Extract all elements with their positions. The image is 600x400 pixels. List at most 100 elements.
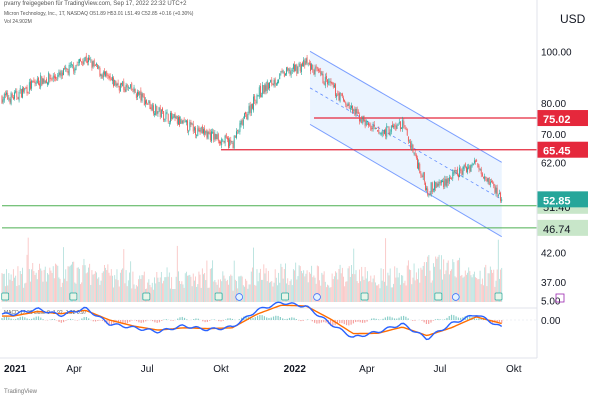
candle-body (204, 128, 206, 135)
price-tick-label: 100.00 (541, 47, 572, 58)
volume-bar (396, 267, 398, 302)
volume-bar (172, 289, 174, 302)
macd-histogram-bar (131, 320, 133, 321)
regression-channel (309, 50, 502, 238)
macd-histogram-bar (307, 319, 309, 320)
macd-histogram-bar (311, 320, 313, 322)
candle-body (179, 116, 181, 126)
candle-body (314, 67, 316, 75)
macd-histogram-bar (284, 319, 286, 320)
macd-histogram-bar (204, 320, 206, 323)
volume-bar (292, 269, 294, 302)
volume-bar (231, 275, 233, 302)
macd-histogram-bar (288, 317, 291, 320)
candle-body (78, 58, 80, 64)
volume-bar (174, 288, 176, 302)
volume-bar (200, 287, 202, 302)
macd-histogram-bar (15, 319, 17, 320)
volume-bar (234, 279, 236, 302)
candle-body (455, 170, 457, 171)
volume-bar (195, 276, 196, 302)
volume-bar (462, 277, 464, 302)
candle-body (123, 81, 125, 90)
candle-body (281, 70, 283, 72)
level-tag-bg-1 (537, 141, 588, 158)
candle-body (90, 59, 92, 61)
macd-histogram-bar (432, 320, 434, 321)
candle-body (491, 181, 492, 183)
macd-histogram-bar (423, 320, 425, 323)
macd-histogram-bar (94, 320, 97, 322)
volume-bar (451, 269, 453, 302)
volume-bar (229, 276, 231, 302)
macd-histogram-bar (300, 320, 302, 322)
macd-histogram-bar (65, 320, 67, 321)
candle-body (483, 176, 484, 178)
last-price-tag-label: 52.85 (543, 195, 571, 207)
candle-body (269, 82, 270, 89)
candle-body (473, 160, 475, 164)
candle-body (452, 172, 454, 179)
volume-bar (37, 269, 39, 302)
volume-bar (129, 272, 130, 302)
candle-body (397, 124, 399, 126)
candle-body (3, 93, 5, 101)
candle-body (270, 80, 272, 83)
candle-body (373, 124, 375, 127)
volume-bar (150, 287, 152, 302)
volume-bar (12, 269, 14, 302)
macd-histogram-bar (348, 320, 350, 326)
candle-body (146, 99, 147, 104)
volume-bar (351, 265, 352, 302)
candle-body (478, 165, 480, 169)
candle-body (413, 152, 415, 154)
macd-histogram-bar (293, 317, 295, 320)
macd-histogram-bar (142, 320, 145, 323)
candle-body (298, 63, 300, 66)
volume-bar (323, 271, 325, 302)
candle-body (192, 123, 194, 132)
volume-bar (469, 271, 471, 302)
volume-bar (265, 268, 267, 302)
volume-bar (415, 272, 417, 302)
level-tag-bg-0 (537, 110, 588, 127)
macd-histogram-bar (140, 320, 142, 323)
candle-body (178, 117, 179, 125)
candle-body (425, 183, 426, 191)
volume-bar (108, 272, 110, 302)
candle-body (238, 131, 240, 133)
volume-bar (277, 285, 278, 302)
volume-bar (382, 269, 384, 302)
volume-bar (100, 280, 102, 302)
macd-histogram-bar (1, 318, 3, 320)
macd-histogram-bar (387, 316, 389, 320)
volume-bar (68, 266, 70, 302)
volume-bar (88, 267, 89, 302)
candle-body (382, 132, 384, 134)
volume-bar (90, 285, 92, 302)
candle-body (411, 143, 413, 150)
candle-body (300, 64, 302, 73)
volume-bar (296, 279, 298, 302)
candle-body (403, 121, 405, 126)
candle-body (415, 155, 417, 159)
volume-bar (303, 270, 305, 302)
candle-body (332, 82, 334, 88)
volume-bar (224, 278, 226, 302)
candle-body (140, 90, 142, 101)
candle-body (262, 84, 264, 95)
volume-bar (387, 272, 389, 302)
macd-histogram-bar (448, 316, 450, 320)
candle-body (363, 115, 365, 122)
candle-body (221, 139, 223, 146)
macd-histogram-bar (151, 320, 154, 322)
volume-bar (183, 287, 185, 302)
candle-body (265, 85, 267, 91)
volume-bar (6, 269, 7, 302)
volume-bar (417, 279, 418, 302)
candle-body (197, 128, 199, 136)
macd-histogram-bar (275, 315, 277, 320)
volume-bar (130, 261, 132, 302)
volume-bar (138, 279, 140, 302)
